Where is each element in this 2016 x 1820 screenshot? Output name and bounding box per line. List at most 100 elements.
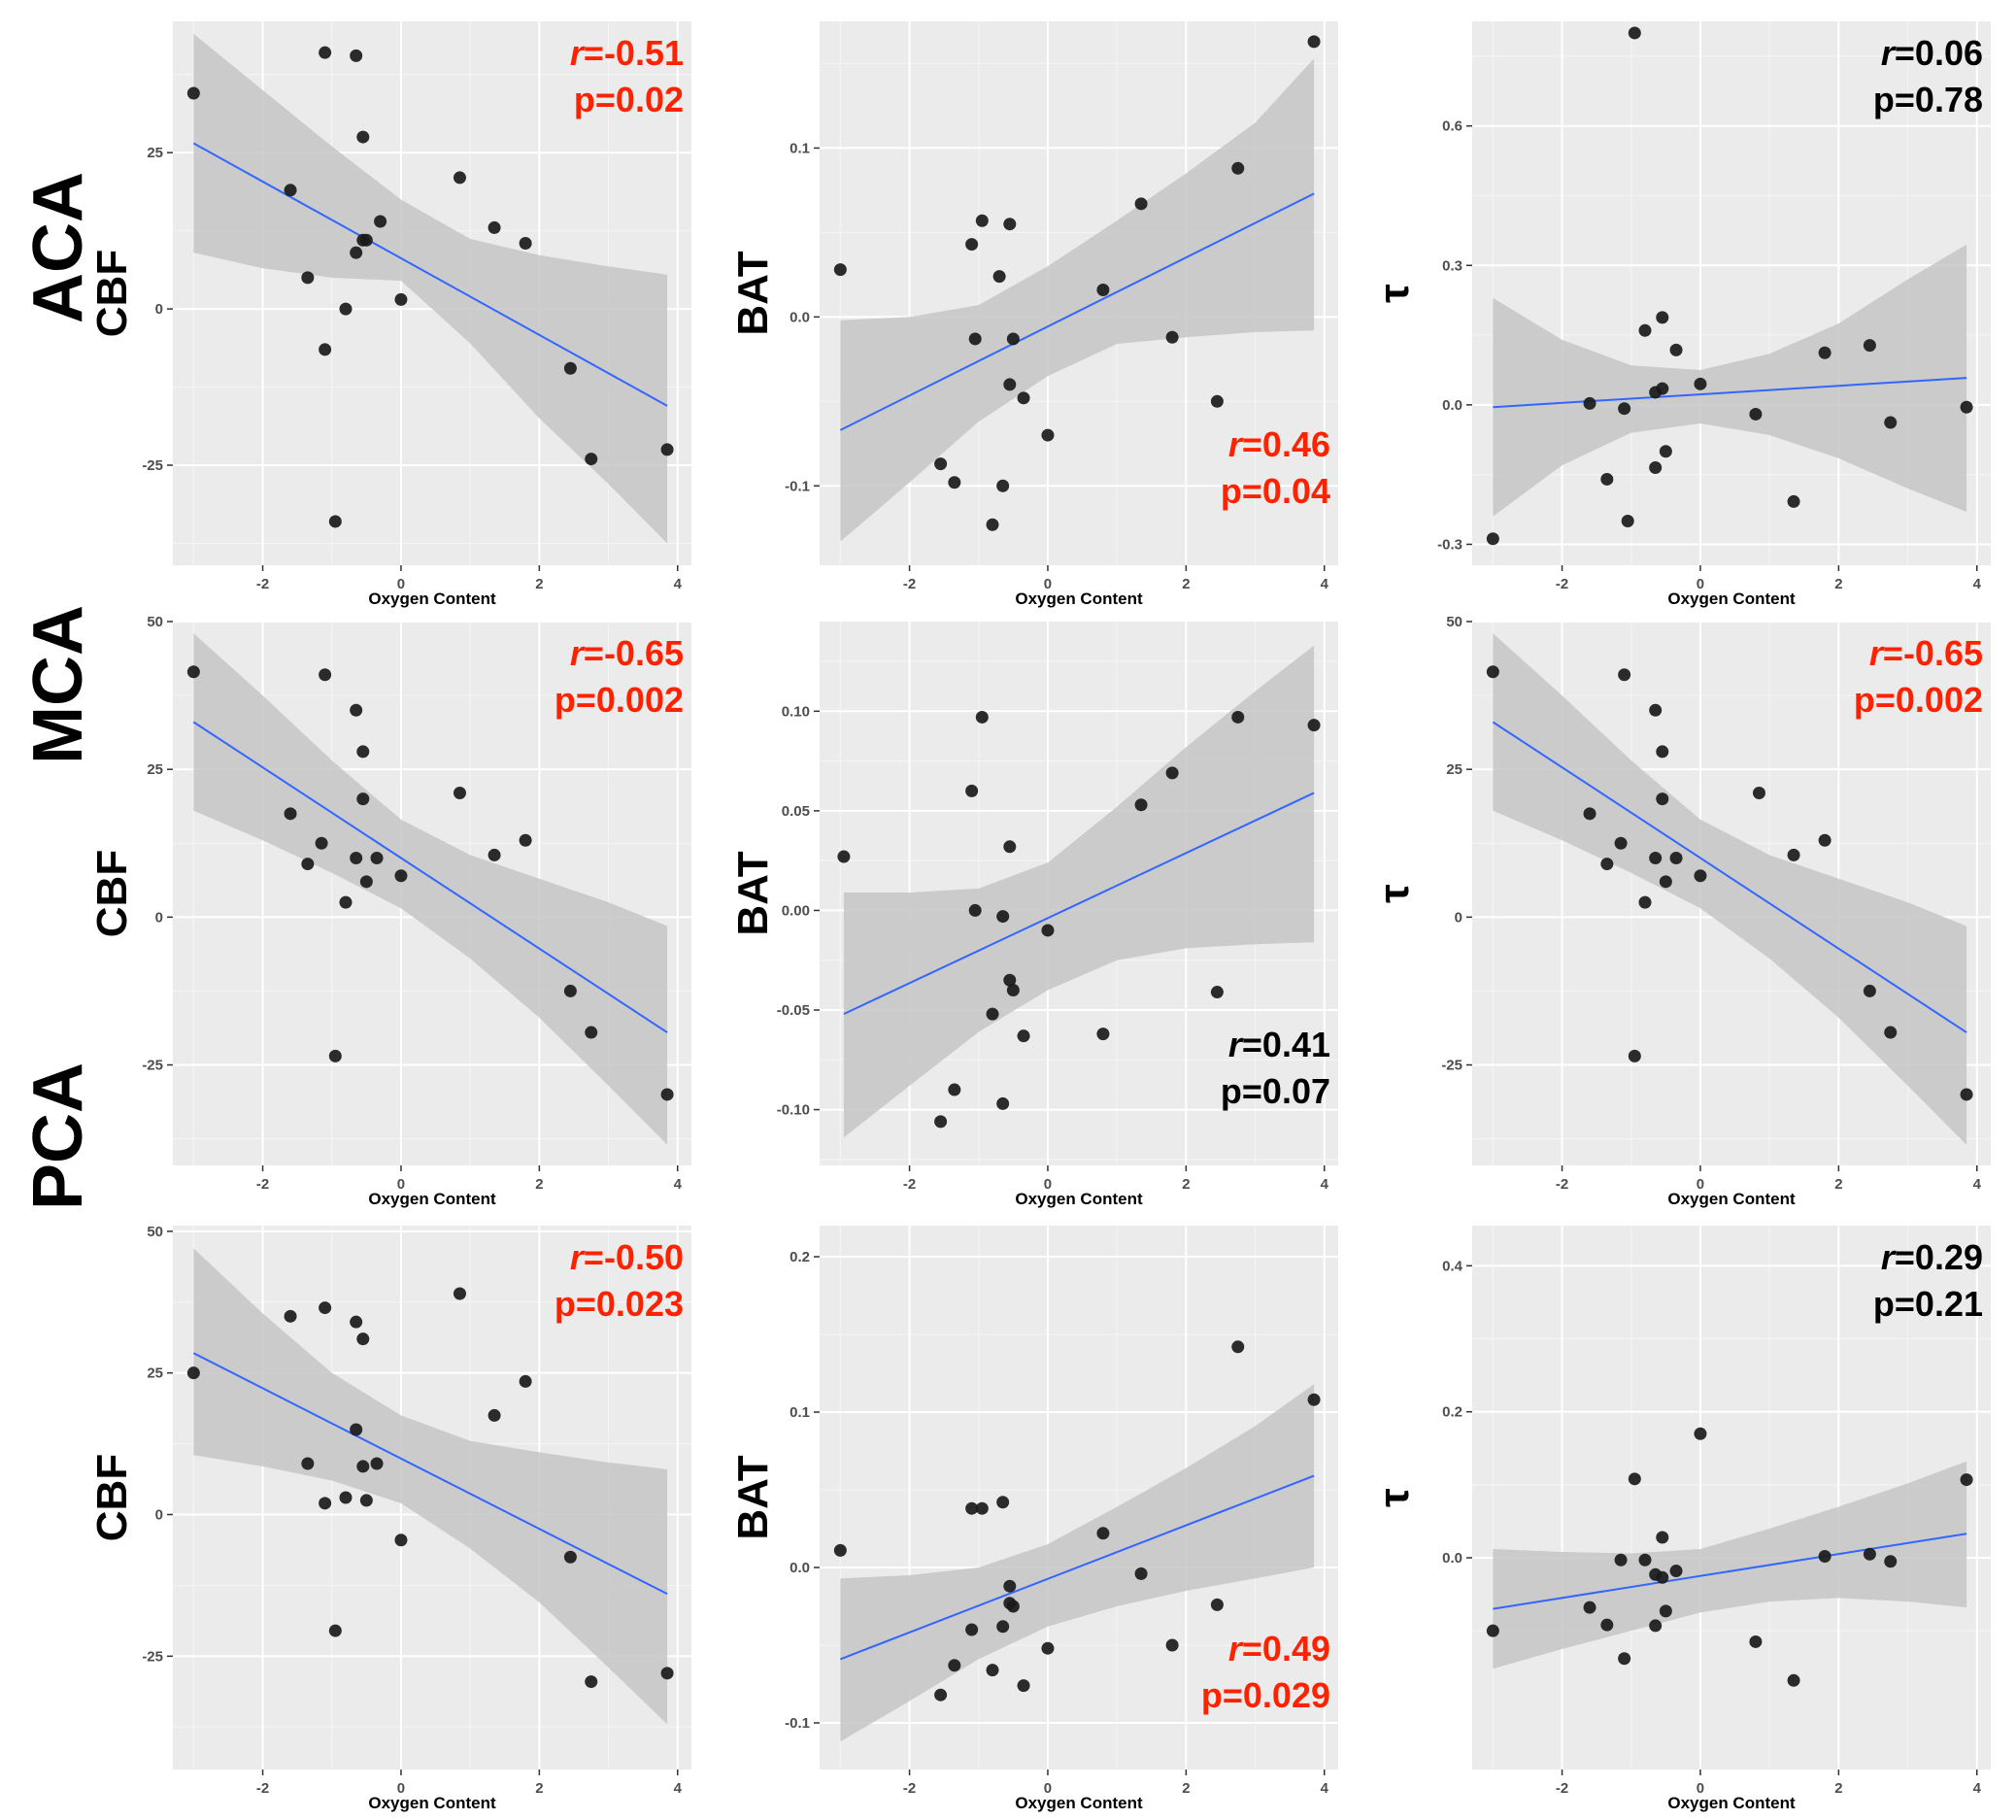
data-point (948, 1659, 961, 1672)
data-point (996, 1496, 1010, 1509)
data-point (356, 130, 370, 144)
data-point (965, 238, 979, 252)
data-point (1628, 1049, 1641, 1062)
data-point (1003, 840, 1017, 854)
data-point (186, 1366, 200, 1380)
data-point (975, 1501, 989, 1515)
regression-line (1492, 721, 1967, 1033)
x-tick-label: 0 (1697, 576, 1704, 592)
y-tick-label: 0.6 (1442, 118, 1462, 135)
regression-line (192, 721, 668, 1033)
data-point (986, 1007, 999, 1021)
data-point (284, 1309, 297, 1323)
y-tick-label: 0.3 (1442, 257, 1462, 274)
data-point (1638, 323, 1652, 337)
r-annotation: r=-0.51 (570, 33, 684, 73)
data-point (328, 515, 342, 528)
data-point (301, 1457, 315, 1470)
data-point (1656, 311, 1669, 324)
data-point (1231, 710, 1245, 724)
y-tick-label: 0 (155, 301, 163, 318)
confidence-band (843, 645, 1315, 1138)
regression-line (843, 792, 1315, 1016)
data-point (1787, 494, 1800, 508)
data-point (1134, 798, 1148, 812)
x-tick-label: -2 (1556, 576, 1568, 592)
data-point (1649, 1619, 1663, 1633)
y-tick-label: 25 (147, 145, 163, 161)
regression-line (1493, 377, 1967, 409)
x-tick-label: 2 (1834, 1176, 1842, 1193)
r-value: =-0.65 (584, 633, 684, 673)
data-point (1486, 532, 1499, 546)
x-tick-label: 4 (674, 576, 683, 592)
data-point (1210, 986, 1224, 999)
r-annotation: r=-0.65 (1869, 633, 1983, 673)
x-axis-label: Oxygen Content (1015, 1794, 1143, 1812)
data-point (1041, 428, 1055, 442)
confidence-band (840, 58, 1315, 542)
data-point (519, 237, 532, 251)
x-tick-label: 0 (397, 576, 405, 592)
data-point (1231, 1340, 1245, 1354)
panel-mca-tau: -2 0 2 4 -25 0 25 50 Oxygen Content τ r=-0.65 p=0.0… (1370, 614, 1991, 1208)
data-point (996, 479, 1010, 492)
data-point (359, 233, 373, 247)
data-point (350, 49, 363, 62)
data-point (934, 1688, 948, 1702)
data-point (934, 457, 948, 471)
data-point (301, 858, 315, 871)
data-point (1307, 719, 1321, 732)
data-point (1656, 1570, 1669, 1584)
data-point (1210, 1598, 1224, 1611)
x-tick-label: -2 (903, 1176, 916, 1193)
x-tick-label: 0 (1697, 1780, 1704, 1797)
p-annotation: p=0.07 (1221, 1071, 1330, 1111)
y-tick-label: 0 (1455, 909, 1462, 926)
p-annotation: p=0.21 (1873, 1284, 1983, 1324)
x-axis-label: Oxygen Content (1667, 1794, 1796, 1812)
y-tick-label: 0.0 (1442, 397, 1462, 414)
data-point (660, 1088, 674, 1101)
y-tick-label: 50 (1446, 614, 1462, 630)
y-tick-label: 0.2 (790, 1249, 810, 1265)
data-point (585, 1026, 598, 1039)
data-point (319, 1301, 332, 1315)
y-tick-label: 0.00 (782, 902, 810, 919)
data-point (1649, 460, 1663, 474)
data-point (1818, 346, 1831, 359)
data-point (1659, 875, 1672, 889)
p-annotation: p=0.002 (1854, 680, 1983, 720)
y-tick-label: 25 (1446, 761, 1462, 778)
data-point (1600, 858, 1614, 871)
data-point (1003, 378, 1017, 391)
data-point (1656, 1531, 1669, 1544)
data-point (519, 833, 532, 847)
y-axis-label: CBF (88, 250, 136, 337)
data-point (350, 851, 363, 864)
data-point (1041, 924, 1055, 937)
x-axis-label: Oxygen Content (368, 1794, 496, 1812)
data-point (487, 220, 501, 234)
data-point (1669, 343, 1683, 356)
data-point (965, 1501, 979, 1515)
data-point (1600, 472, 1614, 486)
y-tick-label: 0.4 (1442, 1258, 1463, 1274)
data-point (350, 246, 363, 259)
data-point (1694, 869, 1707, 883)
data-point (1134, 197, 1148, 211)
data-point (1649, 851, 1663, 864)
data-point (585, 1675, 598, 1689)
r-value: =-0.50 (584, 1237, 684, 1277)
x-tick-label: 4 (1973, 576, 1982, 592)
r-symbol: r (570, 633, 586, 673)
data-point (356, 792, 370, 806)
data-point (1649, 703, 1663, 717)
data-point (1749, 1635, 1763, 1648)
data-point (1863, 984, 1876, 997)
x-tick-label: 2 (1182, 1176, 1190, 1193)
data-point (1618, 402, 1631, 416)
x-tick-label: 2 (535, 1176, 543, 1193)
data-point (284, 184, 297, 197)
y-tick-label: -0.1 (785, 1715, 810, 1732)
